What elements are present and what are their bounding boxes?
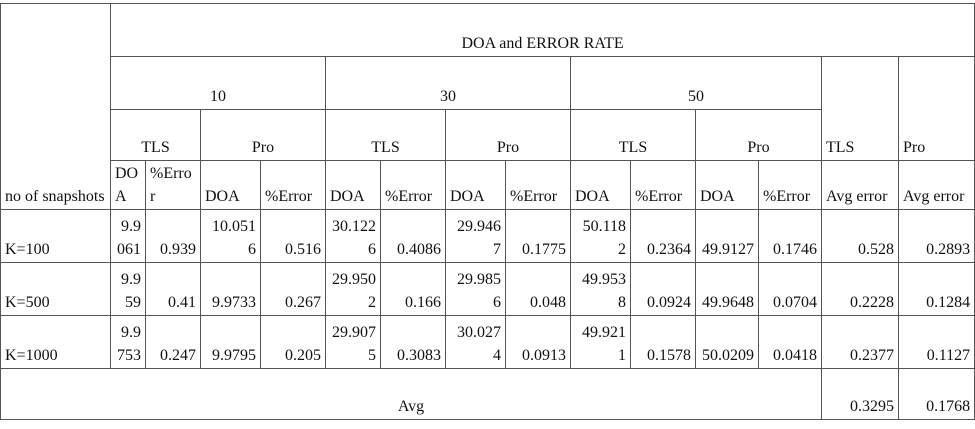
table-row: K=1000 9.9753 0.247 9.9795 0.205 29.9075 0.308… [0, 315, 975, 369]
table-row: K=500 9.959 0.41 9.9733 0.267 29.9502 0.166 29.… [0, 262, 975, 316]
table-row: TLS Pro TLS Pro TLS Pro [1, 109, 975, 161]
data-cell: 0.1746 [758, 209, 822, 263]
method-header: Pro [445, 109, 571, 161]
data-cell: 10.0516 [200, 209, 261, 263]
avg-method-header: TLS [821, 56, 899, 161]
data-cell: 9.9753 [110, 315, 146, 369]
table-row: K=100 9.9061 0.939 10.0516 0.516 30.1226 0.408… [0, 209, 975, 263]
data-cell: 0.2228 [821, 262, 899, 316]
page: {"table": { "title": "DOA and ERROR RATE… [0, 3, 975, 429]
table-row: DOA %Error DOA %Error DOA %Error DOA %Error DOA%… [1, 160, 975, 210]
data-cell: 49.9211 [570, 315, 631, 369]
method-header: Pro [200, 109, 326, 161]
doa-table: no of snapshots DOA and ERROR RATE 10 30 50 T… [0, 3, 975, 420]
data-cell: 0.939 [145, 209, 201, 263]
avg-column-header: Avg error [897, 160, 975, 210]
table-row: 10 30 50 TLS Pro [1, 56, 975, 161]
data-cell: 50.1182 [570, 209, 631, 263]
footer-label: Avg [0, 368, 822, 420]
column-header: DOA [445, 160, 506, 210]
column-header: %Error [380, 160, 446, 210]
group-header: 50 [570, 56, 822, 110]
data-cell: 0.247 [145, 315, 201, 369]
table-body: no of snapshots DOA and ERROR RATE 10 30 50 T… [0, 3, 975, 420]
column-header: %Error [145, 160, 201, 210]
column-header: DOA [695, 160, 759, 210]
data-cell: 0.0704 [758, 262, 822, 316]
table-row: no of snapshots DOA and ERROR RATE [0, 3, 975, 210]
data-cell: 9.9733 [200, 262, 261, 316]
row-label: K=1000 [0, 315, 111, 369]
column-header: %Error [260, 160, 326, 210]
data-cell: 0.41 [145, 262, 201, 316]
avg-column-header: Avg error [821, 160, 899, 210]
footer-value: 0.1768 [897, 368, 975, 420]
data-cell: 29.9075 [325, 315, 381, 369]
data-cell: 9.959 [110, 262, 146, 316]
data-cell: 0.048 [505, 262, 571, 316]
table-title: DOA and ERROR RATE [109, 3, 975, 57]
column-header: %Error [505, 160, 571, 210]
data-cell: 0.166 [380, 262, 446, 316]
row-label: K=500 [0, 262, 111, 316]
data-cell: 0.1578 [630, 315, 696, 369]
data-cell: 30.1226 [325, 209, 381, 263]
data-cell: 29.9467 [445, 209, 506, 263]
column-header: %Error [758, 160, 822, 210]
data-cell: 0.205 [260, 315, 326, 369]
data-cell: 0.0913 [505, 315, 571, 369]
data-cell: 0.2364 [630, 209, 696, 263]
method-header: TLS [570, 109, 696, 161]
footer-value: 0.3295 [821, 368, 899, 420]
table-row: Avg 0.3295 0.1768 [0, 368, 975, 420]
data-cell: 0.1284 [897, 262, 975, 316]
data-cell: 49.9648 [695, 262, 759, 316]
data-cell: 0.4086 [380, 209, 446, 263]
data-cell: 29.9502 [325, 262, 381, 316]
column-header: DOA [110, 160, 146, 210]
corner-header: no of snapshots [0, 3, 111, 210]
data-cell: 0.516 [260, 209, 326, 263]
avg-method-header: Pro [897, 56, 975, 161]
data-cell: 0.3083 [380, 315, 446, 369]
data-cell: 0.2893 [897, 209, 975, 263]
data-cell: 0.1127 [897, 315, 975, 369]
data-cell: 30.0274 [445, 315, 506, 369]
data-cell: 0.0924 [630, 262, 696, 316]
data-cell: 9.9795 [200, 315, 261, 369]
column-header: %Error [630, 160, 696, 210]
column-header: DOA [325, 160, 381, 210]
method-header: TLS [325, 109, 446, 161]
data-cell: 0.528 [821, 209, 899, 263]
data-cell: 49.9538 [570, 262, 631, 316]
group-header: 30 [325, 56, 571, 110]
data-cell: 0.2377 [821, 315, 899, 369]
data-cell: 29.9856 [445, 262, 506, 316]
data-cell: 50.0209 [695, 315, 759, 369]
method-header: TLS [110, 109, 201, 161]
data-cell: 49.9127 [695, 209, 759, 263]
row-label: K=100 [0, 209, 111, 263]
data-cell: 0.1775 [505, 209, 571, 263]
data-cell: 0.267 [260, 262, 326, 316]
group-header: 10 [110, 56, 326, 110]
data-cell: 0.0418 [758, 315, 822, 369]
data-cell: 9.9061 [110, 209, 146, 263]
method-header: Pro [695, 109, 822, 161]
column-header: DOA [200, 160, 261, 210]
column-header: DOA [570, 160, 631, 210]
